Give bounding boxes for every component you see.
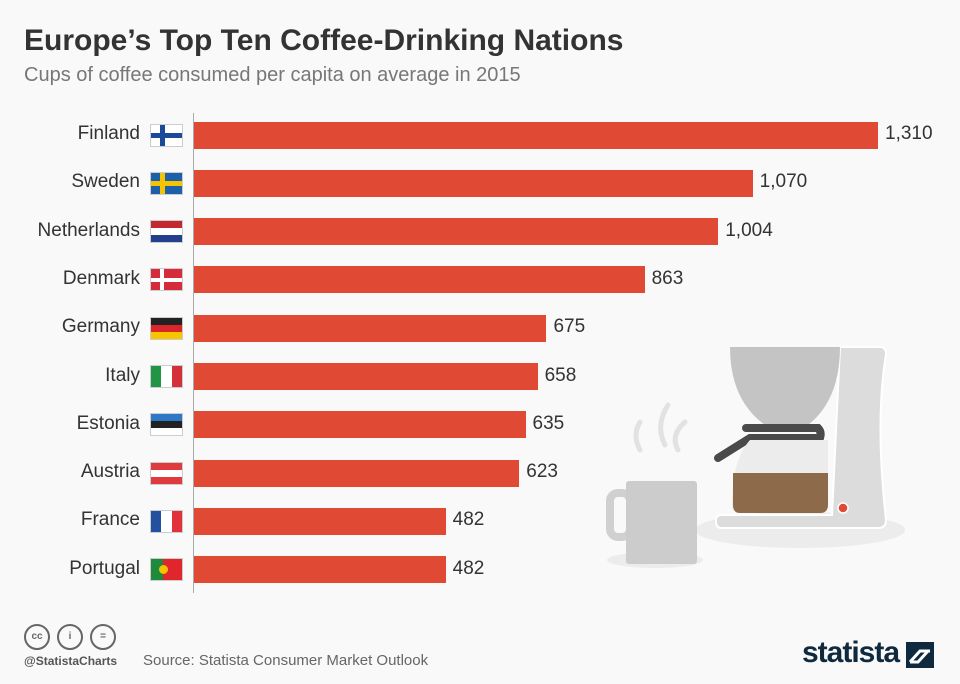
category-label: Netherlands — [37, 219, 140, 241]
statista-logo[interactable]: statista — [802, 636, 900, 669]
category-label: Denmark — [62, 267, 140, 289]
chart-subtitle: Cups of coffee consumed per capita on av… — [24, 64, 521, 86]
value-label: 1,070 — [759, 171, 808, 193]
twitter-handle[interactable]: @StatistaCharts — [24, 654, 118, 668]
category-label: Italy — [105, 364, 140, 386]
value-label: 623 — [526, 461, 558, 483]
value-label: 1,310 — [885, 123, 933, 144]
flag-netherlands-icon — [151, 221, 182, 243]
value-label: 863 — [651, 267, 684, 289]
bar-denmark — [194, 266, 645, 294]
category-label: Austria — [80, 461, 140, 483]
category-label: Portugal — [69, 557, 140, 579]
bar-estonia — [194, 411, 526, 439]
value-label: 1,004 — [725, 219, 773, 241]
y-axis-line — [193, 113, 194, 593]
value-label: 635 — [532, 412, 565, 434]
power-light — [837, 502, 849, 514]
value-label: 675 — [553, 316, 586, 338]
category-label: France — [80, 509, 140, 531]
value-label: 482 — [452, 557, 485, 579]
flag-sweden-icon — [151, 172, 182, 194]
bar-sweden — [194, 169, 753, 197]
source-text: Source: Statista Consumer Market Outlook — [143, 652, 429, 669]
flag-denmark-icon — [151, 269, 182, 291]
category-label: Sweden — [71, 171, 140, 193]
bar-germany — [194, 314, 547, 342]
bar-italy — [194, 363, 538, 390]
filter-basket — [730, 347, 840, 425]
mug — [626, 481, 697, 564]
category-label: Estonia — [76, 412, 140, 434]
chart-title: Europe’s Top Ten Coffee-Drinking Nations — [24, 24, 624, 57]
flag-portugal-icon — [151, 559, 182, 581]
coffee-illustration — [606, 346, 905, 568]
flag-austria-icon — [151, 462, 182, 484]
bar-netherlands — [194, 218, 719, 246]
carafe-handle — [714, 424, 825, 462]
by-icon: i — [57, 624, 83, 650]
bar-austria — [194, 459, 520, 487]
coffee-liquid — [733, 473, 828, 513]
statista-logo-mark-icon — [906, 642, 934, 668]
nd-icon: = — [90, 624, 116, 650]
flag-estonia-icon — [151, 414, 182, 436]
value-label: 482 — [452, 509, 485, 531]
bar-france — [194, 507, 446, 535]
flag-italy-icon — [151, 366, 182, 387]
machine-body — [715, 346, 888, 529]
bar-portugal — [194, 556, 446, 584]
category-label: Germany — [61, 316, 140, 338]
value-label: 658 — [544, 364, 577, 386]
steam-icon — [633, 402, 688, 453]
bar-finland — [194, 121, 878, 149]
flag-germany-icon — [151, 317, 182, 339]
category-label: Finland — [77, 123, 140, 144]
flag-finland-icon — [151, 124, 182, 146]
flag-france-icon — [151, 510, 182, 532]
cc-icon: cc — [24, 624, 50, 650]
